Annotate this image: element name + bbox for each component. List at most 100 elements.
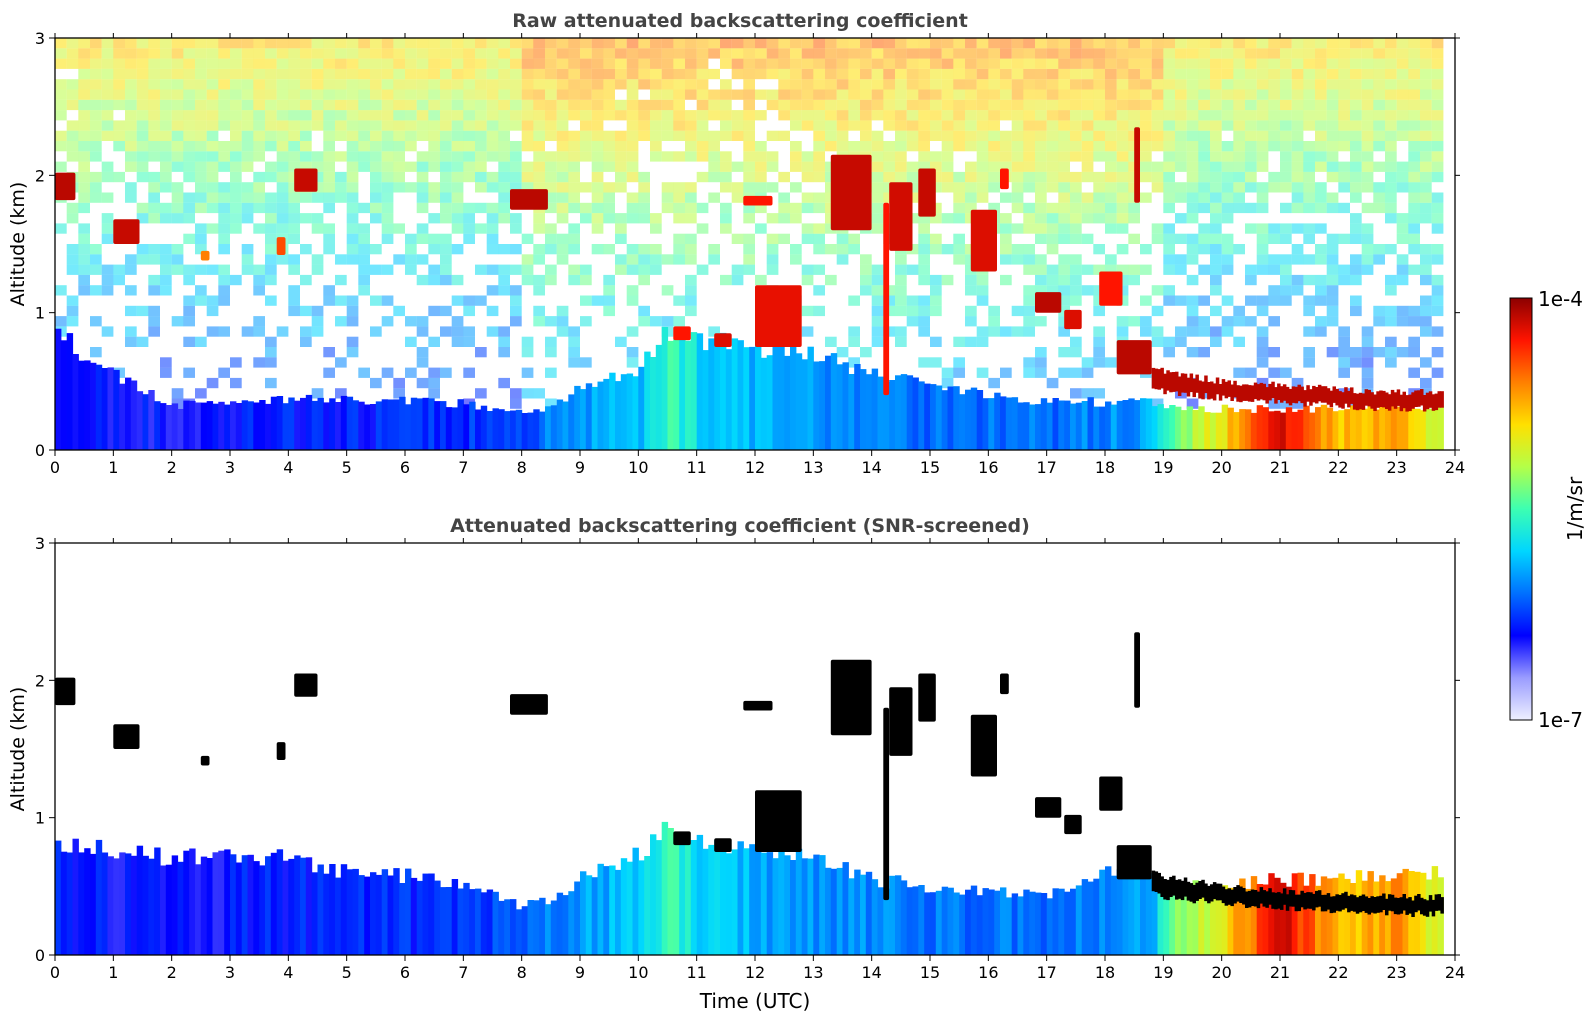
noise-cell: [1163, 151, 1175, 162]
noise-cell: [801, 171, 814, 183]
noise-cell: [311, 48, 324, 59]
noise-cell: [790, 161, 802, 172]
noise-cell: [1221, 48, 1234, 59]
noise-cell: [1373, 192, 1385, 203]
noise-cell: [1373, 99, 1385, 111]
noise-cell: [545, 68, 557, 80]
cloud-layer-column: [1370, 896, 1374, 913]
noise-cell: [603, 58, 615, 69]
boundary-layer-column: [1256, 884, 1264, 955]
noise-cell: [218, 79, 230, 90]
noise-cell: [1105, 130, 1117, 141]
noise-cell: [1198, 99, 1210, 111]
noise-cell: [580, 79, 592, 90]
noise-cell: [801, 223, 814, 234]
noise-cell: [1256, 89, 1269, 100]
boundary-layer-column: [72, 354, 79, 450]
noise-cell: [440, 192, 452, 203]
noise-cell: [265, 68, 277, 80]
boundary-layer-column: [311, 872, 319, 955]
noise-cell: [1350, 89, 1362, 100]
x-axis-raw: 0 1 2 3 4 5 6 7 8 9 10 11 12 13 14 15 16 17 18 19 20 21 22 23 24: [50, 33, 1465, 477]
noise-cell: [1128, 38, 1140, 49]
noise-cell: [801, 48, 814, 59]
noise-cell: [1280, 182, 1292, 193]
noise-cell: [1011, 110, 1024, 121]
noise-cell: [1408, 161, 1420, 172]
noise-cell: [1210, 305, 1222, 317]
noise-cell: [451, 110, 464, 121]
noise-cell: [195, 89, 207, 100]
noise-cell: [1291, 244, 1304, 255]
noise-cell: [463, 326, 475, 337]
boundary-layer-column: [294, 855, 301, 955]
noise-cell: [1221, 141, 1234, 152]
noise-cell: [265, 295, 277, 306]
noise-cell: [498, 110, 510, 121]
noise-cell: [976, 99, 989, 111]
boundary-layer-column: [142, 394, 149, 450]
cloud-patch: [1035, 292, 1062, 313]
cloud-layer-column: [1224, 381, 1229, 399]
noise-cell: [1023, 202, 1035, 214]
noise-cell: [626, 213, 639, 224]
boundary-layer-column: [475, 409, 482, 450]
noise-cell: [941, 68, 954, 80]
noise-cell: [650, 99, 662, 111]
noise-cell: [545, 223, 557, 234]
noise-cell: [1431, 244, 1444, 255]
noise-cell: [626, 347, 639, 358]
noise-cell: [498, 264, 510, 275]
noise-cell: [976, 367, 989, 378]
noise-cell: [335, 151, 347, 162]
boundary-layer-column: [1239, 409, 1246, 450]
boundary-layer-column: [1338, 410, 1345, 450]
noise-cell: [230, 202, 242, 214]
cloud-layer-column: [1303, 390, 1307, 407]
boundary-layer-column: [480, 405, 488, 450]
noise-cell: [1023, 182, 1035, 193]
noise-cell: [953, 244, 965, 255]
boundary-layer-column: [1215, 888, 1223, 955]
noise-cell: [1268, 68, 1280, 80]
noise-cell: [218, 295, 230, 306]
noise-cell: [1245, 79, 1257, 90]
noise-cell: [288, 68, 300, 80]
noise-cell: [1396, 223, 1409, 234]
noise-cell: [1373, 182, 1385, 193]
noise-cell: [1198, 79, 1210, 90]
boundary-layer-column: [1122, 870, 1129, 955]
noise-cell: [1198, 192, 1210, 203]
noise-cell: [1128, 316, 1140, 327]
noise-cell: [1233, 79, 1245, 90]
boundary-layer-column: [696, 333, 704, 450]
noise-cell: [1070, 89, 1082, 100]
cloud-patch: [113, 219, 140, 244]
noise-cell: [1361, 357, 1374, 368]
boundary-layer-column: [801, 359, 809, 450]
boundary-layer-column: [895, 875, 902, 955]
noise-cell: [883, 151, 895, 162]
noise-cell: [1070, 254, 1082, 265]
noise-cell: [1058, 38, 1070, 49]
noise-cell: [953, 48, 965, 59]
noise-cell: [265, 171, 277, 183]
noise-cell: [498, 68, 510, 80]
noise-cell: [790, 58, 802, 69]
cloud-layer-column: [1405, 898, 1409, 915]
noise-cell: [78, 274, 90, 286]
boundary-layer-column: [276, 849, 284, 955]
noise-cell: [171, 110, 184, 121]
noise-cell: [1023, 285, 1035, 296]
noise-cell: [276, 68, 289, 80]
noise-cell: [1326, 48, 1339, 59]
noise-cell: [533, 182, 545, 193]
boundary-layer-column: [1390, 878, 1398, 955]
cloud-patch: [510, 189, 548, 210]
noise-cell: [778, 233, 790, 244]
noise-cell: [1256, 254, 1269, 265]
noise-cell: [300, 141, 312, 152]
boundary-layer-column: [60, 340, 68, 450]
noise-cell: [195, 388, 207, 399]
noise-cell: [428, 48, 440, 59]
